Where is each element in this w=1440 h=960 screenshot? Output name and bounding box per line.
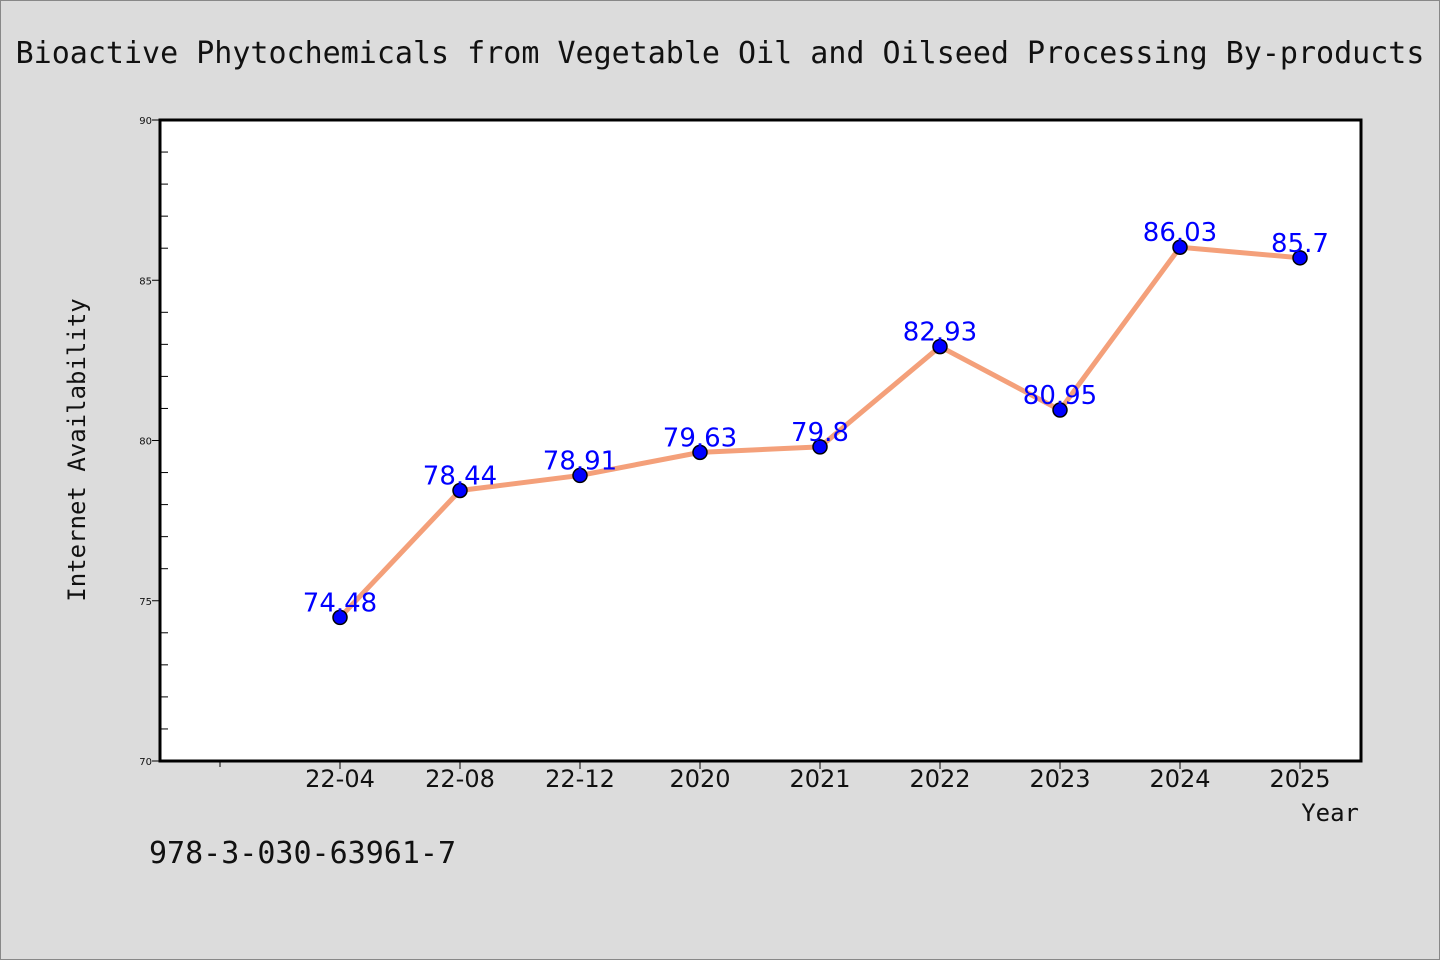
y-tick-label: 70 bbox=[139, 757, 152, 768]
chart-title: Bioactive Phytochemicals from Vegetable … bbox=[16, 36, 1425, 71]
data-label: 78.44 bbox=[423, 461, 497, 491]
y-axis-ticks: 70 75 80 85 90 bbox=[139, 116, 168, 768]
x-tick-label: 2021 bbox=[789, 765, 850, 793]
y-tick-label: 75 bbox=[139, 597, 152, 608]
x-tick-label: 22-12 bbox=[545, 765, 615, 793]
data-label: 79.63 bbox=[663, 423, 737, 453]
data-label: 79.8 bbox=[791, 418, 849, 448]
data-point bbox=[1172, 239, 1188, 255]
x-tick-label: 2025 bbox=[1269, 765, 1330, 793]
series-markers bbox=[332, 239, 1308, 626]
data-point bbox=[332, 609, 348, 626]
data-label: 74.48 bbox=[303, 588, 377, 618]
data-label: 82.93 bbox=[903, 318, 977, 348]
data-label: 80.95 bbox=[1023, 381, 1097, 411]
isbn-footnote: 978-3-030-63961-7 bbox=[149, 836, 456, 871]
x-tick-label: 22-08 bbox=[425, 765, 495, 793]
x-axis-ticks: 22-04 22-08 22-12 2020 2021 2022 2023 2024 2025 bbox=[219, 761, 1331, 793]
data-label: 86.03 bbox=[1143, 218, 1217, 248]
x-tick-label: 2022 bbox=[909, 765, 970, 793]
y-tick-label: 90 bbox=[139, 116, 152, 127]
data-point bbox=[932, 338, 948, 355]
y-tick-label: 85 bbox=[139, 276, 152, 287]
y-axis-label: Internet Availability bbox=[63, 298, 91, 601]
y-tick-label: 80 bbox=[139, 437, 152, 448]
data-label: 78.91 bbox=[543, 446, 617, 476]
plot-area bbox=[158, 118, 1363, 763]
data-point bbox=[572, 467, 588, 484]
data-point bbox=[1292, 250, 1308, 266]
data-label: 85.7 bbox=[1271, 229, 1329, 259]
x-axis-label: Year bbox=[1301, 799, 1359, 827]
x-tick-label: 2020 bbox=[669, 765, 730, 793]
data-labels: 74.48 78.44 78.91 79.63 79.8 82.93 80.95 86.03 8… bbox=[303, 218, 1329, 618]
x-tick-label: 2024 bbox=[1149, 765, 1210, 793]
data-point bbox=[812, 439, 828, 455]
data-point bbox=[452, 482, 468, 499]
data-point bbox=[692, 444, 708, 461]
data-point bbox=[1052, 402, 1068, 418]
x-tick-label: 22-04 bbox=[305, 765, 375, 793]
x-tick-label: 2023 bbox=[1029, 765, 1090, 793]
